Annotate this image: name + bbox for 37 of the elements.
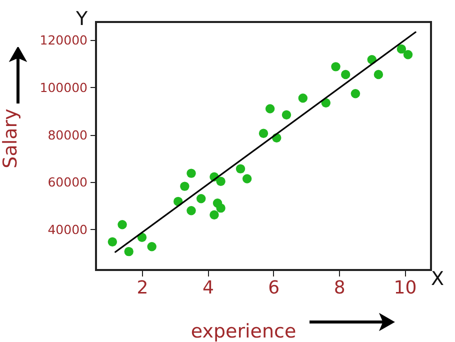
y-tick-label: 60000 bbox=[48, 174, 88, 190]
point bbox=[216, 176, 226, 186]
text: Y bbox=[76, 8, 88, 30]
annotation: X bbox=[431, 268, 444, 290]
point bbox=[186, 168, 196, 178]
x-tick-label: 10 bbox=[394, 278, 417, 298]
point bbox=[403, 50, 413, 60]
point bbox=[265, 104, 275, 114]
point bbox=[216, 203, 226, 213]
y-tick-label: 100000 bbox=[40, 80, 88, 95]
x-axis-title: experience bbox=[190, 320, 296, 342]
y-axis-title: Salary bbox=[0, 108, 22, 168]
point bbox=[210, 210, 219, 220]
x-tick-label: 6 bbox=[268, 278, 280, 298]
point bbox=[196, 194, 206, 204]
point bbox=[147, 242, 156, 252]
point bbox=[180, 182, 190, 191]
point bbox=[396, 44, 406, 54]
point bbox=[350, 89, 360, 98]
point bbox=[124, 246, 134, 256]
point bbox=[236, 164, 246, 174]
point bbox=[118, 220, 127, 230]
point bbox=[341, 70, 350, 80]
x-tick-label: 2 bbox=[136, 278, 148, 298]
y-tick-label: 120000 bbox=[40, 32, 88, 48]
point bbox=[186, 206, 196, 216]
point bbox=[242, 174, 252, 184]
x-tick-label: 4 bbox=[202, 278, 214, 298]
point bbox=[108, 237, 118, 246]
point bbox=[258, 128, 268, 138]
point bbox=[374, 70, 384, 80]
y-tick-label: 80000 bbox=[48, 127, 88, 142]
point bbox=[331, 62, 340, 72]
y-tick-label: 40000 bbox=[48, 222, 88, 237]
x-tick-label: 8 bbox=[334, 278, 346, 298]
point bbox=[298, 94, 308, 103]
point bbox=[282, 110, 292, 120]
